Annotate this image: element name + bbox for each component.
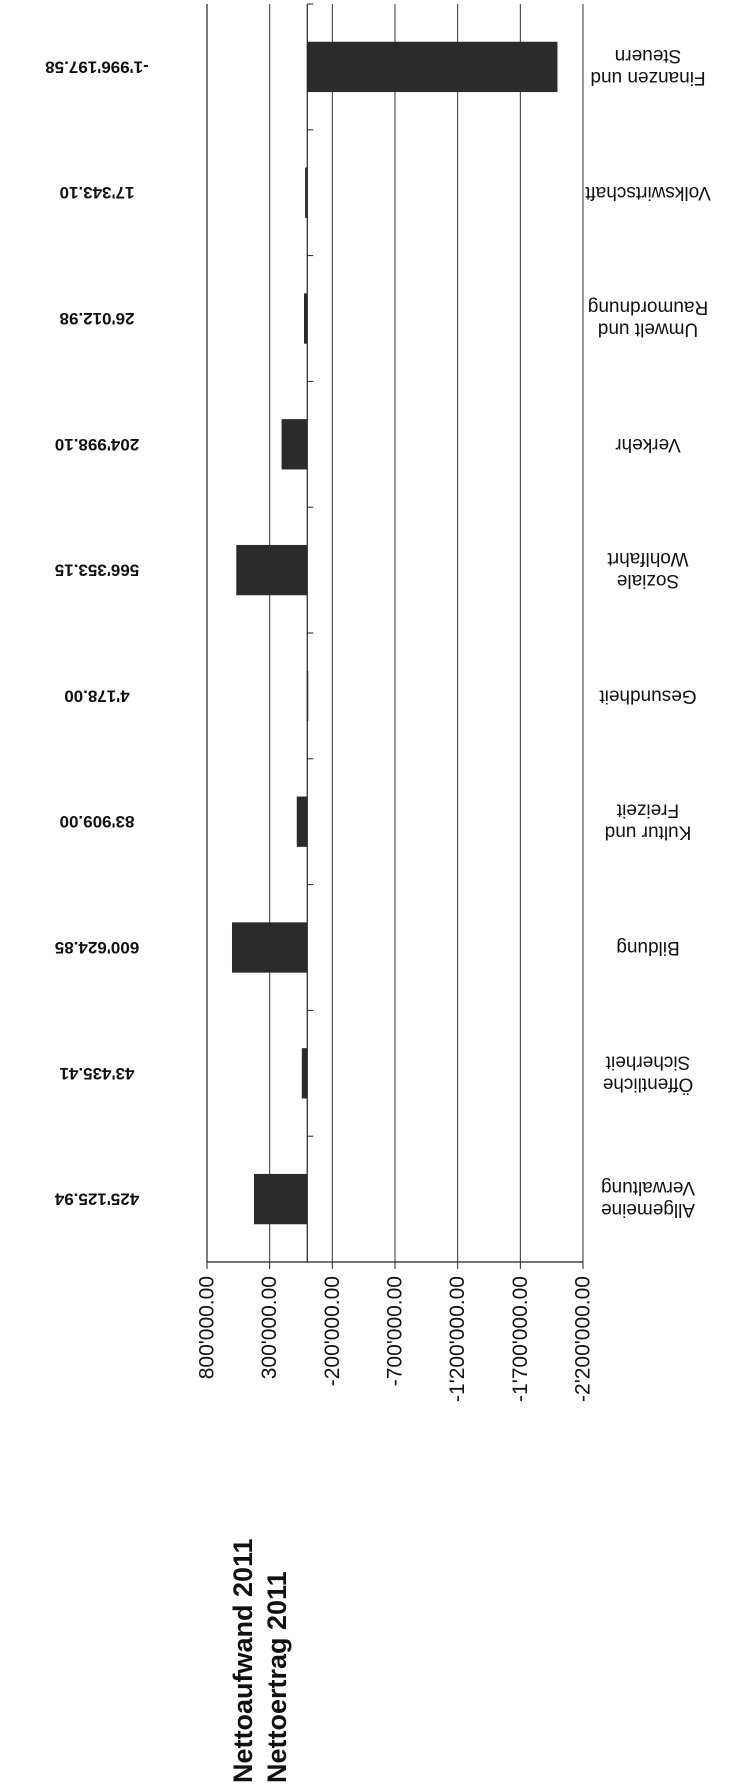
svg-text:17'343.10: 17'343.10 <box>60 183 135 202</box>
svg-text:Bildung: Bildung <box>616 937 679 958</box>
bar <box>253 1173 308 1225</box>
data-label: 26'012.98 <box>60 309 135 328</box>
bar <box>281 419 308 470</box>
data-label: 17'343.10 <box>60 183 135 202</box>
category-label: Finanzen undSteuern <box>590 45 705 88</box>
svg-text:204'998.10: 204'998.10 <box>55 435 139 454</box>
svg-text:566'353.15: 566'353.15 <box>55 561 139 580</box>
tick-label: -700'000.00 <box>384 1276 407 1386</box>
category-label: Verkehr <box>615 434 681 455</box>
tick-label: -2'200'000.00 <box>572 1276 595 1402</box>
category-label: Bildung <box>616 937 679 958</box>
category-label: SozialeWohlfahrt <box>607 549 689 592</box>
category-label: Umwelt undRaumordnung <box>588 297 708 340</box>
bar <box>296 796 308 847</box>
svg-text:43'435.41: 43'435.41 <box>60 1064 135 1083</box>
bar <box>306 670 309 722</box>
bar <box>307 41 558 93</box>
svg-text:26'012.98: 26'012.98 <box>60 309 135 328</box>
data-label: 600'624.85 <box>55 938 139 957</box>
category-label: Gesundheit <box>599 685 697 706</box>
data-label: 83'909.00 <box>60 812 135 831</box>
data-label: 566'353.15 <box>55 561 139 580</box>
bar <box>236 544 308 596</box>
svg-text:ÖffentlicheSicherheit: ÖffentlicheSicherheit <box>603 1052 693 1095</box>
category-label: ÖffentlicheSicherheit <box>603 1052 693 1095</box>
svg-text:Finanzen undSteuern: Finanzen undSteuern <box>590 45 705 88</box>
svg-text:Umwelt undRaumordnung: Umwelt undRaumordnung <box>588 297 708 340</box>
data-label: -1'996'197.58 <box>45 57 149 76</box>
data-label: 204'998.10 <box>55 435 139 454</box>
data-label: 43'435.41 <box>60 1064 135 1083</box>
category-label: Kultur undFreizeit <box>605 800 692 843</box>
svg-text:Volkswirtschaft: Volkswirtschaft <box>584 182 710 203</box>
category-label: AllgemeineVerwaltung <box>601 1178 695 1221</box>
bar <box>301 1048 308 1099</box>
data-label: 425'125.94 <box>54 1190 139 1209</box>
svg-text:83'909.00: 83'909.00 <box>60 812 135 831</box>
tick-label: 800'000.00 <box>196 1276 219 1379</box>
svg-text:425'125.94: 425'125.94 <box>54 1190 139 1209</box>
chart-title-line: Nettoertrag 2011 <box>262 1571 292 1783</box>
tick-label: -1'700'000.00 <box>509 1276 532 1402</box>
tick-label: 300'000.00 <box>258 1276 281 1379</box>
tick-label: -1'200'000.00 <box>446 1276 469 1402</box>
svg-text:Gesundheit: Gesundheit <box>599 685 697 706</box>
bar <box>305 167 308 218</box>
svg-text:4'178.00: 4'178.00 <box>64 686 130 705</box>
bar <box>304 293 308 344</box>
svg-text:AllgemeineVerwaltung: AllgemeineVerwaltung <box>601 1178 695 1221</box>
svg-text:Verkehr: Verkehr <box>615 434 681 455</box>
tick-label: -200'000.00 <box>321 1276 344 1386</box>
svg-text:-1'996'197.58: -1'996'197.58 <box>45 57 149 76</box>
category-label: Volkswirtschaft <box>584 182 710 203</box>
chart-title-line: Nettoaufwand 2011 <box>228 1538 258 1783</box>
svg-text:600'624.85: 600'624.85 <box>55 938 139 957</box>
svg-text:Kultur undFreizeit: Kultur undFreizeit <box>605 800 692 843</box>
bar <box>231 922 308 973</box>
svg-text:SozialeWohlfahrt: SozialeWohlfahrt <box>607 549 689 592</box>
data-label: 4'178.00 <box>64 686 130 705</box>
